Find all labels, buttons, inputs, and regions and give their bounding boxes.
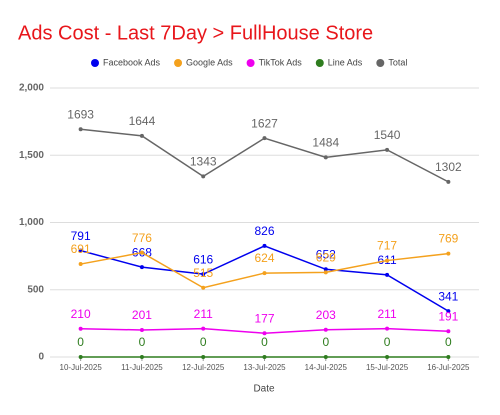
data-label: 341	[438, 289, 458, 303]
legend-label: Facebook Ads	[103, 57, 161, 67]
point	[385, 258, 390, 263]
x-tick-label: 10-Jul-2025	[60, 363, 103, 372]
data-label: 1693	[67, 107, 94, 121]
data-label: 211	[378, 307, 397, 321]
point	[201, 355, 206, 359]
legend-label: Line Ads	[328, 57, 363, 67]
point	[78, 326, 83, 331]
x-tick-label: 14-Jul-2025	[305, 363, 348, 372]
data-label: 177	[254, 311, 274, 325]
point	[323, 267, 328, 272]
y-tick-label: 2,000	[19, 83, 44, 94]
point	[78, 127, 83, 132]
data-label: 1540	[374, 128, 401, 142]
y-tick-label: 0	[38, 352, 44, 363]
data-label: 0	[261, 335, 268, 349]
point	[446, 329, 451, 334]
data-label: 515	[193, 266, 213, 280]
data-label: 1644	[129, 114, 156, 128]
x-tick-label: 16-Jul-2025	[427, 363, 470, 372]
point	[262, 271, 267, 276]
data-label: 652	[316, 247, 336, 261]
point	[262, 136, 267, 141]
point	[78, 248, 83, 253]
point	[323, 270, 328, 275]
point	[385, 326, 390, 331]
data-label: 769	[438, 232, 458, 246]
point	[385, 147, 390, 152]
point	[323, 327, 328, 332]
data-label: 0	[445, 335, 452, 349]
point	[385, 355, 390, 359]
legend-marker	[174, 59, 183, 67]
legend-marker	[376, 59, 385, 67]
point	[323, 155, 328, 160]
data-label: 0	[139, 335, 146, 349]
data-label: 624	[254, 251, 274, 265]
point	[78, 262, 83, 267]
point	[139, 265, 144, 270]
data-label: 691	[71, 242, 91, 256]
point	[446, 179, 451, 184]
legend-marker	[246, 59, 255, 67]
point	[385, 272, 390, 277]
point	[446, 309, 451, 314]
data-label: 717	[377, 239, 397, 253]
point	[78, 355, 83, 359]
point	[262, 331, 267, 336]
y-tick-label: 500	[27, 284, 44, 295]
legend-label: Google Ads	[186, 57, 233, 67]
data-label: 0	[322, 335, 329, 349]
x-axis-label: Date	[253, 384, 275, 395]
data-label: 1484	[312, 136, 339, 150]
data-label: 0	[200, 335, 207, 349]
point	[262, 243, 267, 248]
point	[201, 174, 206, 179]
legend-label: Total	[388, 57, 407, 67]
data-label: 0	[77, 335, 84, 349]
point	[201, 272, 206, 277]
data-label: 201	[132, 308, 152, 322]
point	[139, 327, 144, 332]
x-tick-label: 12-Jul-2025	[182, 363, 225, 372]
y-tick-label: 1,000	[19, 217, 44, 228]
point	[323, 355, 328, 359]
data-label: 191	[438, 309, 458, 323]
data-label: 0	[384, 335, 391, 349]
point	[446, 251, 451, 256]
point	[139, 133, 144, 138]
point	[201, 285, 206, 290]
data-label: 1302	[435, 160, 462, 174]
point	[262, 355, 267, 359]
data-label: 210	[71, 307, 91, 321]
point	[201, 326, 206, 331]
point	[139, 250, 144, 255]
y-tick-label: 1,500	[19, 150, 44, 161]
legend-marker	[315, 59, 324, 67]
data-label: 616	[193, 252, 213, 266]
x-tick-label: 11-Jul-2025	[121, 363, 163, 372]
data-label: 776	[132, 231, 152, 245]
data-label: 826	[254, 224, 274, 238]
data-label: 211	[194, 307, 213, 321]
x-tick-label: 15-Jul-2025	[366, 363, 409, 372]
point	[446, 355, 451, 359]
legend-label: TikTok Ads	[259, 57, 303, 67]
data-label: 1627	[251, 116, 278, 130]
data-label: 791	[71, 229, 91, 243]
data-label: 629	[316, 251, 336, 265]
legend-marker	[91, 59, 99, 67]
data-label: 203	[316, 308, 336, 322]
point	[139, 355, 144, 359]
x-tick-label: 13-Jul-2025	[243, 363, 286, 372]
data-label: 1343	[190, 155, 217, 169]
chart-title: Ads Cost - Last 7Day > FullHouse Store	[18, 22, 373, 44]
